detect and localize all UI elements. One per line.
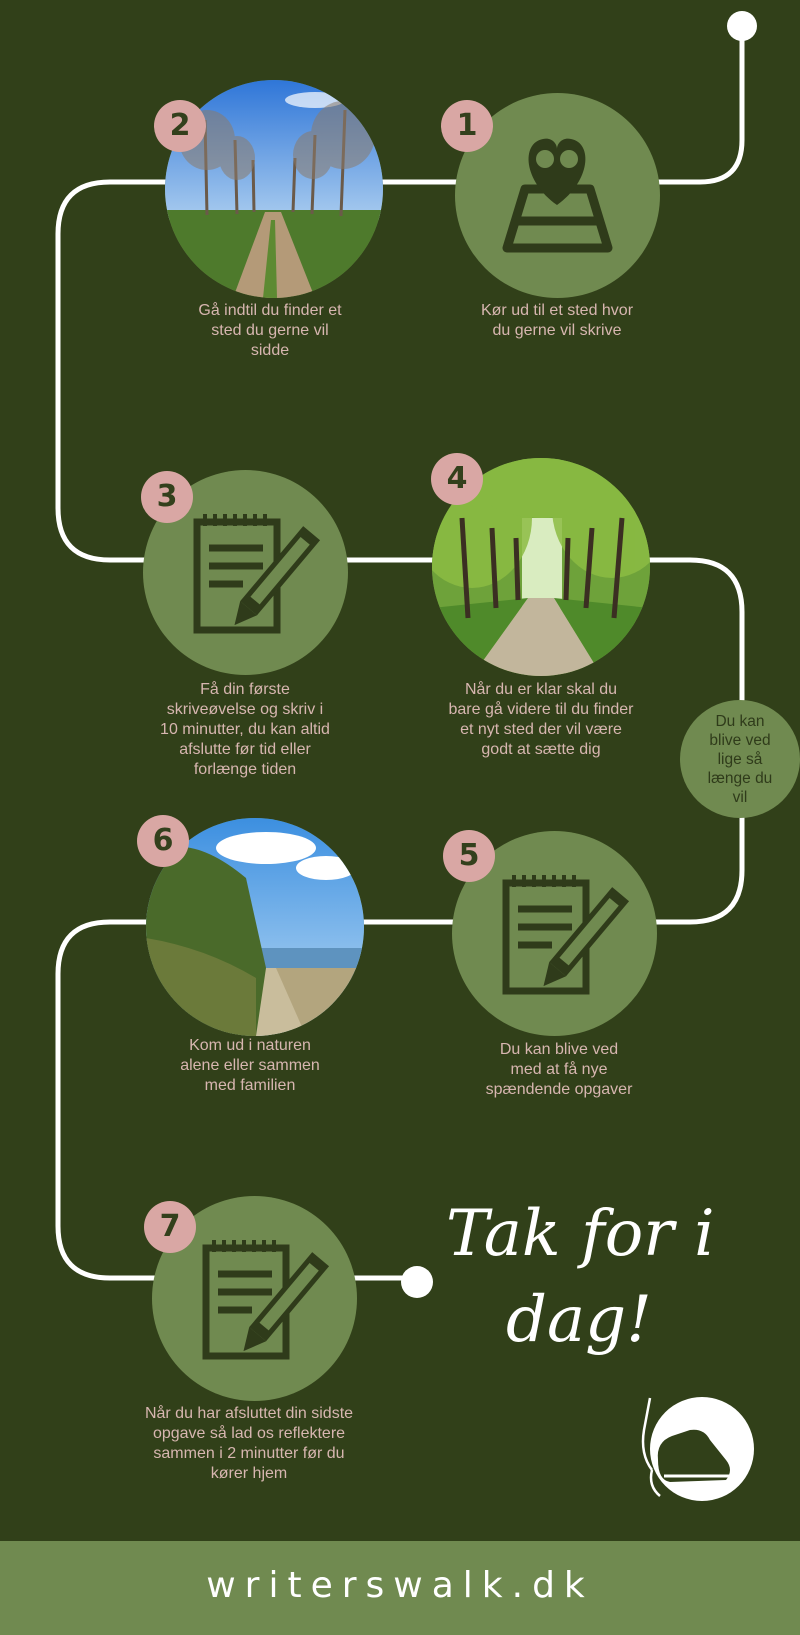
map-heart-icon bbox=[502, 138, 613, 253]
walking-shoe-logo bbox=[641, 1397, 754, 1501]
step-5-badge: 5 bbox=[443, 830, 495, 882]
side-note-bubble: Du kan blive ved lige så længe du vil bbox=[680, 700, 800, 818]
step-6-caption: Kom ud i naturen alene eller sammen med … bbox=[180, 1037, 320, 1094]
route-end-dot bbox=[401, 1266, 433, 1298]
step-2-caption: Gå indtil du finder et sted du gerne vil… bbox=[198, 302, 342, 359]
step-2-badge: 2 bbox=[154, 100, 206, 152]
route-start-dot bbox=[727, 11, 757, 41]
step-3-caption: Få din første skriveøvelse og skriv i 10… bbox=[160, 681, 330, 778]
step-4-caption: Når du er klar skal du bare gå videre ti… bbox=[448, 681, 634, 758]
footer-bar: writerswalk.dk bbox=[0, 1541, 800, 1635]
step-4-badge: 4 bbox=[431, 453, 483, 505]
closing-line-2: dag! bbox=[506, 1283, 652, 1357]
step-1-badge: 1 bbox=[441, 100, 493, 152]
side-note-text: Du kan blive ved lige så længe du vil bbox=[707, 713, 773, 806]
step-1-caption: Kør ud til et sted hvor du gerne vil skr… bbox=[480, 302, 634, 339]
step-3-badge: 3 bbox=[141, 471, 193, 523]
step-7-caption: Når du har afsluttet din sidste opgave s… bbox=[144, 1405, 354, 1482]
step-6-badge: 6 bbox=[137, 815, 189, 867]
notepad-pencil-icon bbox=[193, 514, 321, 634]
notepad-pencil-icon bbox=[202, 1240, 330, 1360]
step-5-caption: Du kan blive ved med at få nye spændende… bbox=[485, 1041, 633, 1098]
step-7-badge: 7 bbox=[144, 1201, 196, 1253]
closing-line-1: Tak for i bbox=[446, 1197, 715, 1271]
step-7-circle bbox=[152, 1196, 357, 1401]
notepad-pencil-icon bbox=[502, 875, 630, 995]
website-url: writerswalk.dk bbox=[206, 1565, 594, 1606]
